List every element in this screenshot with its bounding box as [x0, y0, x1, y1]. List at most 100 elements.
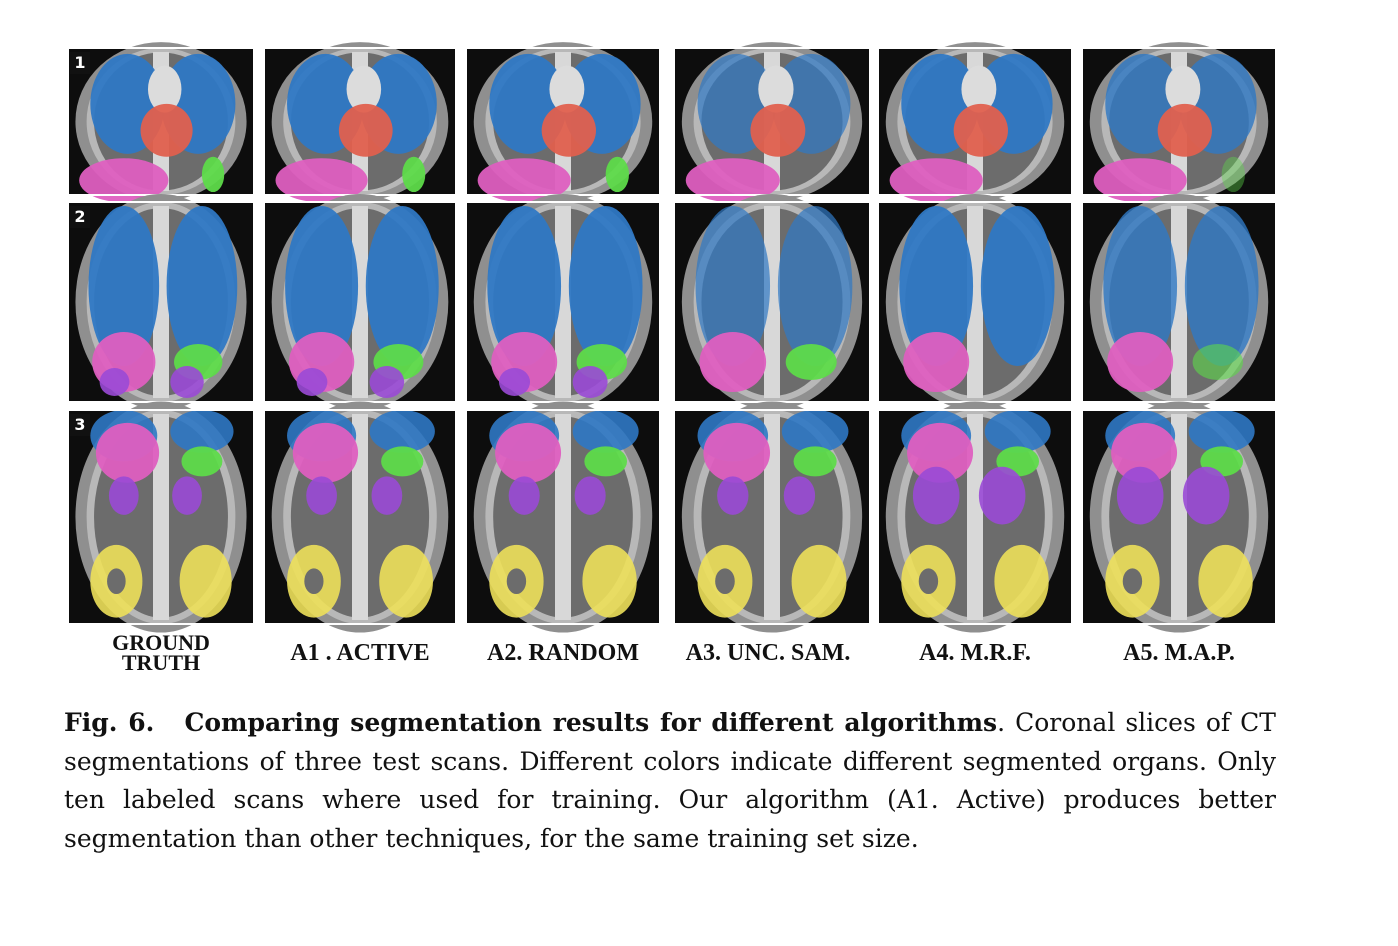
lung-right — [365, 206, 439, 366]
heart — [750, 103, 806, 157]
caption-title: Comparing segmentation results for diffe… — [184, 708, 998, 737]
kidney-right — [572, 366, 608, 398]
liver — [685, 158, 780, 203]
lung-left — [88, 206, 160, 366]
kidney-right — [978, 466, 1026, 525]
ct-panel-r3-c4 — [673, 401, 871, 633]
heart — [953, 103, 1008, 157]
kidney-left — [498, 368, 531, 396]
ct-panel-r2-c6 — [1081, 194, 1277, 410]
row-label-1: 1 — [70, 52, 90, 74]
ct-spine — [1171, 206, 1187, 398]
liver — [1111, 422, 1178, 483]
ct-panel-r2-c3 — [465, 194, 661, 410]
lung-left — [1103, 206, 1178, 366]
kidney-right — [172, 476, 202, 515]
column-label-a3-unc-sam: A3. UNC. SAM. — [685, 640, 851, 666]
liver — [477, 158, 571, 203]
pelvis-right — [791, 544, 847, 618]
kidney-left — [508, 476, 540, 515]
ct-panel-r1-c6 — [1081, 42, 1277, 203]
lung-right — [170, 410, 234, 453]
ct-spine — [153, 206, 169, 398]
pelvis-right — [582, 544, 637, 618]
liver — [1093, 158, 1187, 203]
mediastinum — [147, 65, 182, 113]
mediastinum — [346, 65, 382, 113]
spleen — [1221, 156, 1245, 193]
pelvis-right — [1198, 544, 1253, 618]
mediastinum — [549, 65, 585, 113]
ct-panel-frame — [263, 409, 457, 625]
liver — [79, 158, 169, 203]
ct-panel-r3-c6 — [1081, 401, 1277, 633]
ct-panel-r1-c2 — [263, 42, 457, 203]
ct-panel-frame — [877, 409, 1073, 625]
liver — [275, 158, 368, 203]
heart — [541, 103, 596, 157]
spleen — [201, 156, 225, 193]
ct-spine — [764, 206, 780, 398]
heart — [338, 103, 393, 157]
segmentation-figure: 1 2 3 GROUND TRUTH A1 . ACTIVE A2. RANDO… — [67, 42, 1277, 675]
mediastinum — [758, 65, 794, 113]
lung-left — [695, 206, 771, 366]
kidney-left — [99, 368, 130, 396]
spleen — [381, 446, 424, 477]
liver — [95, 422, 160, 483]
ct-spine — [352, 414, 368, 620]
kidney-left — [1116, 466, 1164, 525]
ct-panel-r1-c4 — [673, 42, 871, 203]
kidney-right — [574, 476, 606, 515]
lung-right — [572, 410, 639, 453]
ct-panel-r3-c3 — [465, 401, 661, 633]
ct-panel-frame — [673, 409, 871, 625]
pelvis-hole — [715, 568, 735, 595]
column-label-ground-truth: GROUND TRUTH — [112, 630, 210, 675]
column-label-a1-active: A1 . ACTIVE — [290, 640, 430, 666]
liver — [495, 422, 562, 483]
spleen — [605, 156, 629, 193]
ct-spine — [967, 206, 983, 398]
ct-spine — [967, 414, 983, 620]
spleen — [1192, 344, 1244, 380]
ct-panel-r3-c2 — [263, 401, 457, 633]
ct-panel-r2-c1 — [67, 194, 255, 410]
row-label-2: 2 — [70, 206, 90, 228]
kidney-left — [296, 368, 328, 396]
lung-right — [777, 206, 853, 366]
pelvis-hole — [1122, 568, 1143, 595]
lung-right — [369, 410, 435, 453]
liver — [699, 332, 767, 392]
kidney-right — [783, 476, 816, 515]
liver — [292, 422, 359, 483]
liver — [1107, 332, 1174, 392]
column-label-a4-mrf: A4. M.R.F. — [919, 640, 1031, 666]
lung-right — [1184, 206, 1259, 366]
liver — [907, 422, 974, 483]
ct-panel-frame — [465, 409, 661, 625]
row-label-3: 3 — [70, 414, 90, 436]
ct-panel-r2-c5 — [877, 194, 1073, 410]
spleen — [785, 344, 837, 380]
kidney-left — [108, 476, 139, 515]
ct-spine — [153, 414, 169, 620]
ct-panel-r2-c2 — [263, 194, 457, 410]
kidney-right — [371, 476, 403, 515]
lung-left — [487, 206, 562, 366]
mediastinum — [961, 65, 997, 113]
ct-spine — [555, 206, 571, 398]
pelvis-hole — [304, 568, 324, 595]
kidney-right — [170, 366, 204, 398]
ct-spine — [1171, 414, 1187, 620]
ct-panel-r1-c1 — [67, 42, 255, 203]
spleen — [181, 446, 223, 477]
kidney-right — [1182, 466, 1230, 525]
ct-panel-r1-c3 — [465, 42, 661, 203]
ct-grid — [67, 42, 1277, 633]
pelvis-hole — [506, 568, 527, 595]
ct-spine — [352, 206, 368, 398]
ct-spine — [555, 414, 571, 620]
pelvis-right — [179, 544, 232, 618]
pelvis-hole — [918, 568, 939, 595]
